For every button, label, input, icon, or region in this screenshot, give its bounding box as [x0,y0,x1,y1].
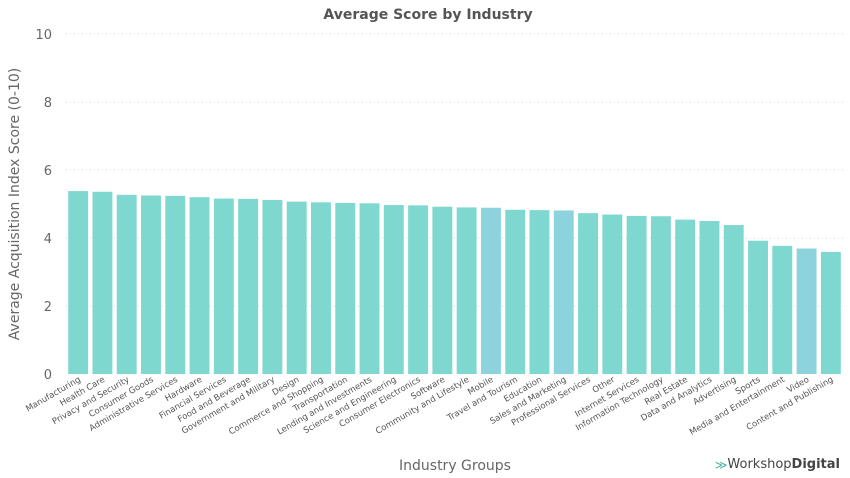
bar [505,209,526,374]
bar [213,198,234,374]
bar [699,221,720,374]
bar [650,216,671,374]
brand-name-part2: Digital [791,457,840,472]
y-tick-label: 10 [35,28,52,43]
bar [723,225,744,374]
bar [480,207,501,374]
bar [92,191,113,374]
bar [383,205,404,374]
bar [116,194,137,374]
bar [553,210,574,374]
bar [432,206,453,374]
bar [262,199,283,374]
bar [189,197,210,374]
bar [748,240,768,374]
bar [141,195,161,374]
y-axis-title: Average Acquisition Index Score (0-10) [7,68,23,340]
x-axis-title: Industry Groups [399,458,511,474]
double-chevron-logo-icon: ≫ [714,457,727,472]
y-tick-label: 6 [44,164,52,179]
bar [335,202,356,374]
bar [772,245,793,374]
bars [68,191,841,374]
y-tick-label: 8 [44,96,52,111]
bar [796,248,817,374]
gridlines [66,33,843,307]
bar [602,214,623,374]
brand-logo: ≫ Workshop Digital [715,457,840,472]
y-tick-label: 2 [44,300,52,315]
bar [456,207,477,374]
bar [68,191,89,374]
bar [626,215,647,374]
y-tick-label: 4 [44,232,52,247]
brand-name-part1: Workshop [727,457,792,472]
y-tick-label: 0 [44,368,52,383]
bar [820,251,841,374]
bar [311,202,331,374]
bar [578,213,598,374]
bar [165,195,186,374]
bar [529,210,550,374]
bar [675,219,696,374]
bar [408,205,429,374]
y-axis-ticks: 0 2 4 6 8 10 [35,28,52,383]
bar [238,198,259,374]
bar [286,201,307,374]
chart-title: Average Score by Industry [323,7,532,23]
bar [359,203,380,374]
